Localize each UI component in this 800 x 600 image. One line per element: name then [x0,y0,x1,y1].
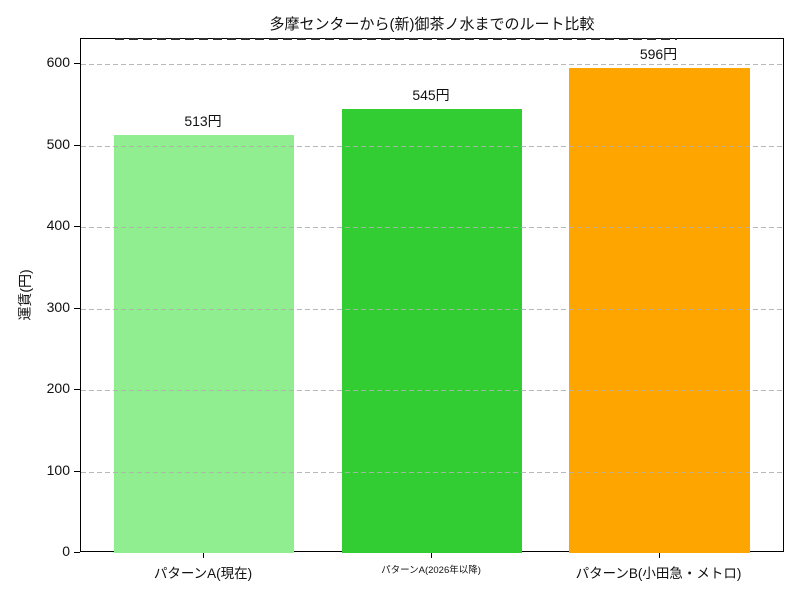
x-tick-label-0: パターンA(現在) [153,566,253,581]
y-tick-mark-100 [74,470,80,472]
x-tick-mark-0 [203,553,204,558]
y-tick-label-100: 100 [46,461,70,478]
x-tick-label-2: パターンB(小田急・メトロ) [575,566,742,581]
y-tick-mark-400 [74,226,80,228]
y-tick-mark-200 [74,389,80,391]
y-tick-mark-500 [74,144,80,146]
gridline-y-400 [81,227,783,229]
bar-value-label-1: 545円 [412,87,450,104]
x-tick-mark-1 [431,553,432,558]
y-tick-label-500: 500 [46,135,70,152]
y-tick-label-200: 200 [46,380,70,397]
gridline-y-300 [81,308,783,310]
y-tick-label-600: 600 [46,54,70,71]
top-dashed-line [115,38,677,40]
y-tick-mark-0 [74,552,80,553]
chart-title: 多摩センターから(新)御茶ノ水までのルート比較 [269,16,595,33]
y-tick-label-400: 400 [46,217,70,234]
gridline-y-100 [81,471,783,473]
bar-2 [569,67,750,553]
y-tick-label-300: 300 [46,298,70,315]
y-tick-label-0: 0 [62,543,70,559]
gridline-y-200 [81,390,783,392]
x-tick-label-1: パターンA(2026年以降) [381,565,481,576]
y-tick-mark-300 [74,307,80,309]
bar-value-label-2: 596円 [639,45,678,62]
bar-0 [114,135,294,553]
plot-area [80,38,784,553]
gridline-y-600 [81,64,783,66]
gridline-y-500 [81,145,783,147]
bar-value-label-0: 513円 [184,113,222,130]
bar-1 [342,109,522,553]
x-tick-mark-2 [658,553,660,558]
y-tick-mark-600 [74,63,80,65]
